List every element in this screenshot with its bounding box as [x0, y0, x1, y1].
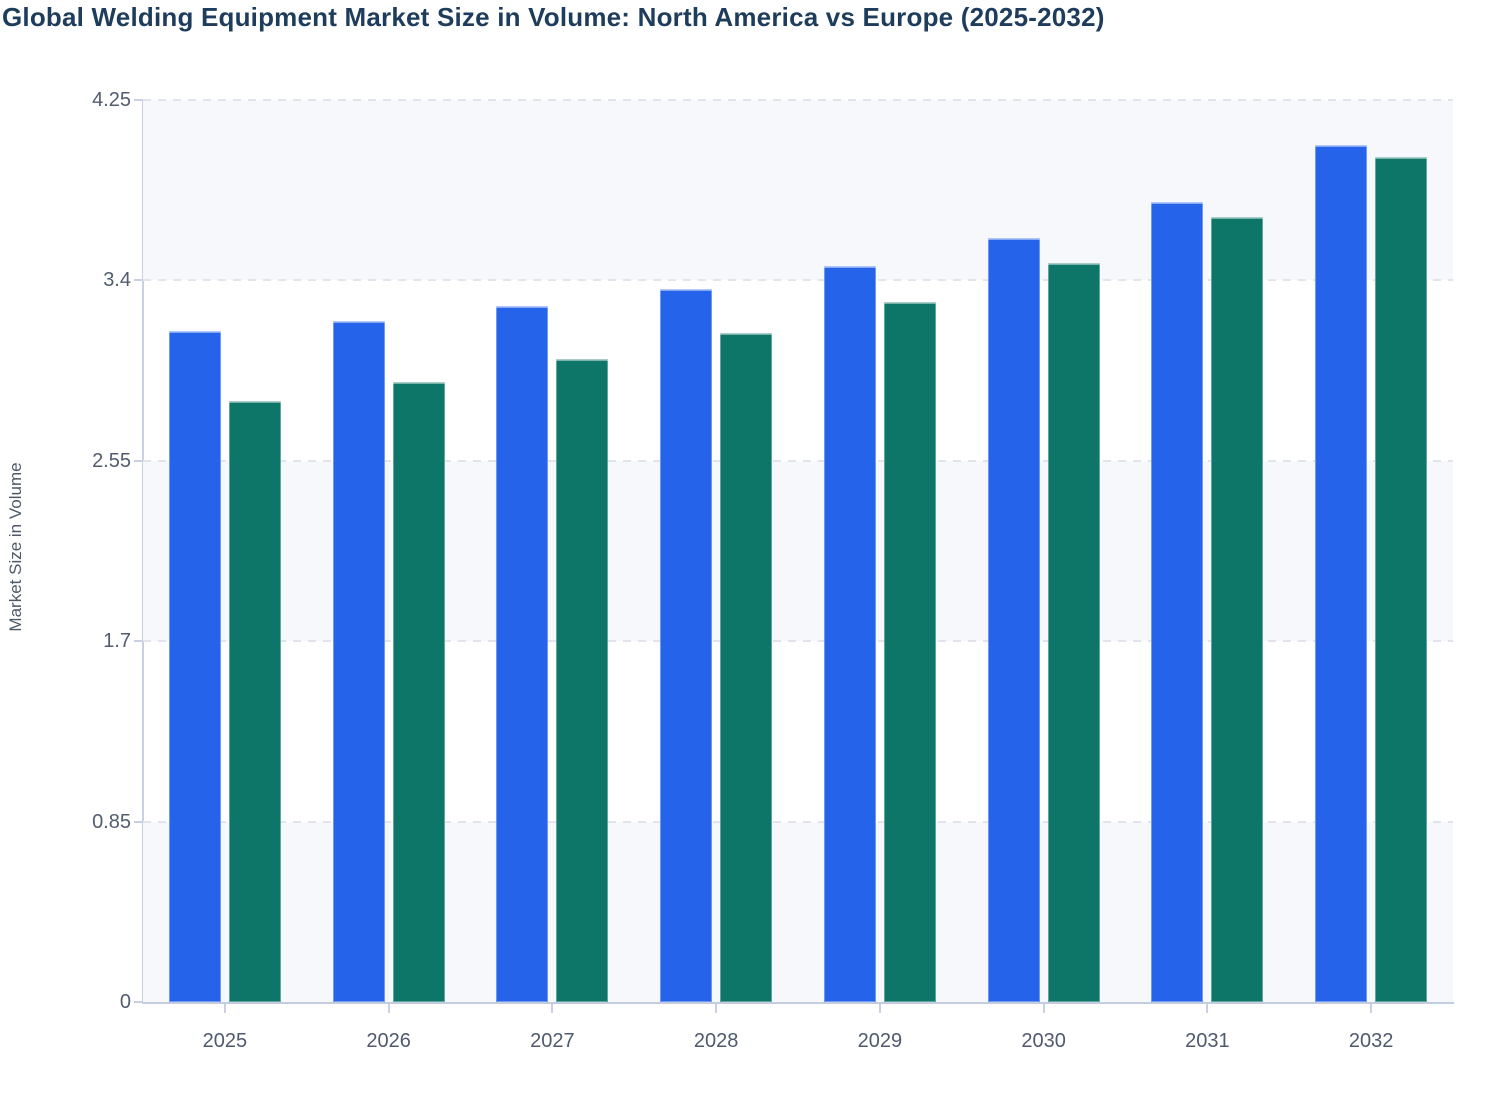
gridline — [143, 640, 1453, 643]
gridline — [143, 279, 1453, 282]
bar-europe-2027[interactable] — [556, 358, 609, 1002]
x-axis-label-2027: 2027 — [530, 1030, 575, 1052]
y-axis-tick-label: 1.7 — [103, 630, 131, 653]
bar-europe-2031[interactable] — [1211, 216, 1264, 1002]
bar-europe-2025[interactable] — [228, 401, 281, 1002]
gridline — [143, 820, 1453, 823]
y-axis-tick-mark — [134, 279, 143, 282]
y-axis-title: Market Size in Volume — [6, 462, 25, 632]
bar-north-america-2027[interactable] — [496, 305, 549, 1002]
bar-europe-2026[interactable] — [392, 382, 445, 1002]
bar-europe-2028[interactable] — [720, 333, 773, 1002]
bar-north-america-2026[interactable] — [332, 320, 385, 1002]
y-axis-tick-mark — [134, 99, 143, 101]
y-axis-tick-mark — [134, 820, 143, 823]
x-axis-label-2028: 2028 — [693, 1030, 739, 1052]
bar-north-america-2031[interactable] — [1151, 201, 1204, 1002]
x-axis-label-2029: 2029 — [857, 1030, 903, 1052]
bar-europe-2032[interactable] — [1375, 157, 1428, 1002]
x-axis-tick-mark — [1370, 1004, 1373, 1013]
bar-north-america-2029[interactable] — [823, 265, 876, 1002]
x-axis-tick-mark — [1042, 1004, 1045, 1013]
y-axis-tick-mark — [134, 459, 143, 462]
bar-north-america-2030[interactable] — [987, 237, 1040, 1002]
bar-north-america-2025[interactable] — [168, 331, 221, 1002]
x-axis-label-2032: 2032 — [1348, 1030, 1394, 1052]
y-axis-tick-label: 0 — [119, 991, 131, 1013]
x-axis-label-2031: 2031 — [1185, 1030, 1230, 1052]
y-axis-tick-mark — [134, 640, 143, 643]
bar-europe-2029[interactable] — [883, 301, 936, 1002]
x-axis-label-2025: 2025 — [202, 1030, 248, 1052]
x-axis-tick-mark — [715, 1004, 718, 1013]
bar-north-america-2032[interactable] — [1315, 144, 1368, 1002]
y-axis-tick-label: 3.4 — [103, 269, 131, 292]
y-axis-tick-label: 4.25 — [92, 89, 131, 111]
bar-north-america-2028[interactable] — [660, 288, 713, 1002]
x-axis-line — [142, 1002, 1454, 1004]
x-axis-tick-mark — [878, 1004, 881, 1013]
y-axis-tick-mark — [134, 1001, 143, 1003]
gridline — [143, 459, 1453, 462]
y-axis-tick-label: 0.85 — [92, 810, 131, 833]
gridline — [143, 99, 1453, 101]
x-axis-tick-mark — [223, 1004, 226, 1013]
bar-europe-2030[interactable] — [1047, 263, 1100, 1002]
chart-title: Global Welding Equipment Market Size in … — [2, 2, 1105, 32]
x-axis-tick-mark — [387, 1004, 390, 1013]
y-axis-tick-label: 2.55 — [92, 449, 131, 472]
x-axis-label-2030: 2030 — [1021, 1030, 1066, 1052]
x-axis-tick-mark — [551, 1004, 554, 1013]
x-axis-label-2026: 2026 — [366, 1030, 411, 1052]
x-axis-tick-mark — [1206, 1004, 1209, 1013]
